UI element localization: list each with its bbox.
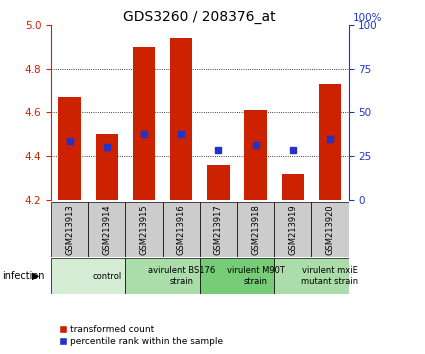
Bar: [51, 258, 125, 294]
Text: GSM213916: GSM213916: [177, 204, 186, 255]
Text: virulent mxiE
mutant strain: virulent mxiE mutant strain: [301, 267, 358, 286]
Text: GSM213917: GSM213917: [214, 204, 223, 255]
Bar: [125, 258, 200, 294]
Title: GDS3260 / 208376_at: GDS3260 / 208376_at: [123, 10, 276, 24]
Text: control: control: [92, 272, 122, 281]
Bar: [125, 202, 162, 257]
Bar: [170, 38, 192, 200]
Bar: [162, 202, 200, 257]
Text: GSM213914: GSM213914: [102, 204, 111, 255]
Text: GSM213918: GSM213918: [251, 204, 260, 255]
Bar: [237, 202, 274, 257]
Bar: [319, 84, 341, 200]
Legend: transformed count, percentile rank within the sample: transformed count, percentile rank withi…: [56, 321, 227, 349]
Bar: [51, 202, 88, 257]
Text: ▶: ▶: [32, 271, 40, 281]
Text: virulent M90T
strain: virulent M90T strain: [227, 267, 284, 286]
Text: GSM213915: GSM213915: [139, 204, 148, 255]
Bar: [274, 202, 311, 257]
Text: infection: infection: [2, 271, 45, 281]
Bar: [207, 165, 230, 200]
Bar: [311, 202, 348, 257]
Text: 100%: 100%: [353, 13, 382, 23]
Bar: [133, 47, 155, 200]
Text: GSM213920: GSM213920: [326, 204, 334, 255]
Bar: [200, 258, 274, 294]
Text: GSM213913: GSM213913: [65, 204, 74, 255]
Bar: [200, 202, 237, 257]
Bar: [96, 134, 118, 200]
Bar: [244, 110, 267, 200]
Bar: [58, 97, 81, 200]
Text: GSM213919: GSM213919: [288, 204, 297, 255]
Text: avirulent BS176
strain: avirulent BS176 strain: [147, 267, 215, 286]
Bar: [88, 202, 125, 257]
Bar: [281, 174, 304, 200]
Bar: [274, 258, 348, 294]
